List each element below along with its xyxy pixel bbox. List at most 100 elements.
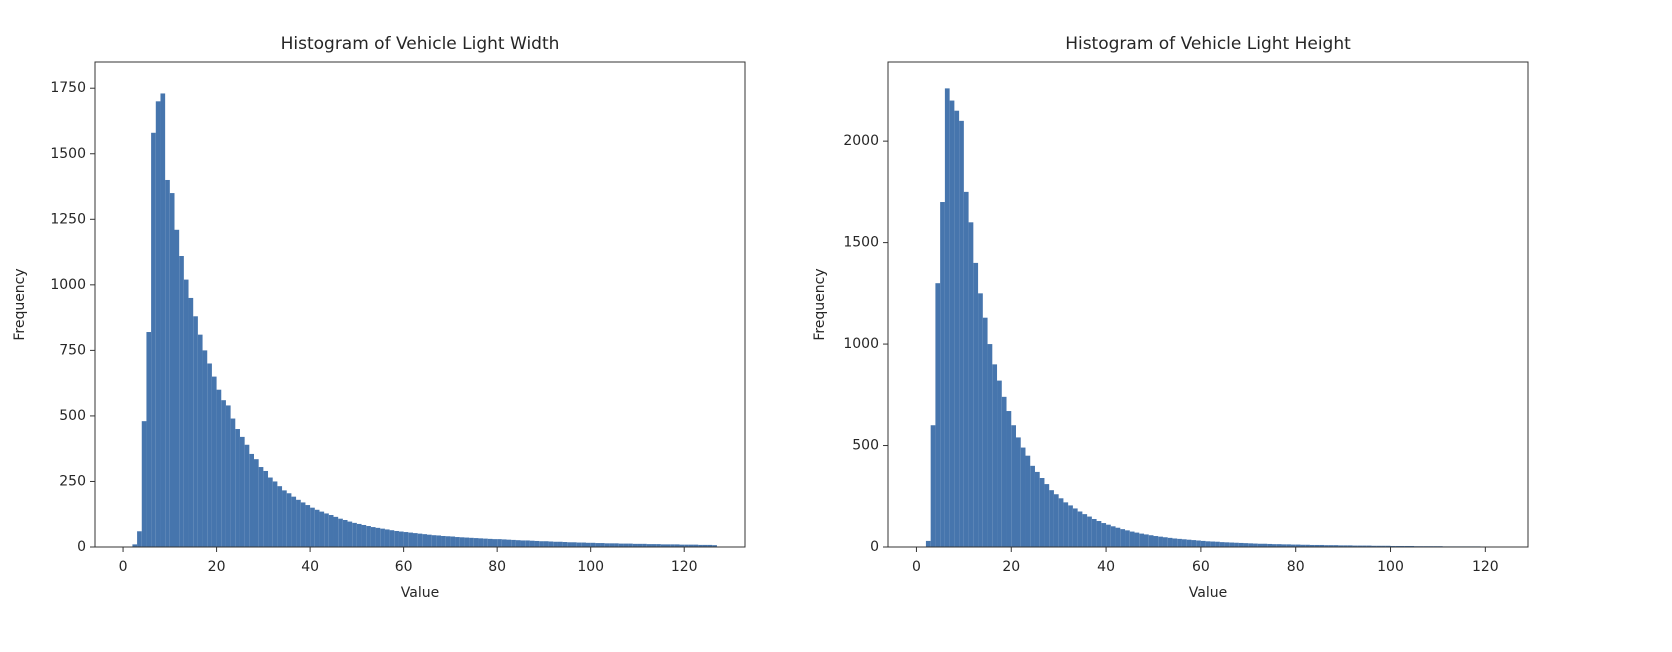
bar xyxy=(1338,545,1344,547)
bar xyxy=(1215,541,1220,547)
bar xyxy=(333,516,339,547)
bar xyxy=(637,543,643,547)
bar xyxy=(272,481,278,547)
bar xyxy=(487,538,493,547)
bar xyxy=(1376,545,1382,547)
bar xyxy=(628,543,633,547)
bar xyxy=(1385,545,1391,547)
bar xyxy=(1381,545,1386,547)
bar xyxy=(973,262,979,547)
bar xyxy=(319,511,325,547)
bar xyxy=(258,467,264,547)
bar xyxy=(595,543,601,547)
bar xyxy=(1248,543,1254,547)
bar xyxy=(1011,425,1016,547)
bar xyxy=(310,507,315,547)
bar xyxy=(501,539,507,547)
bar xyxy=(188,297,194,547)
bar xyxy=(963,191,969,547)
y-tick-label: 1250 xyxy=(50,211,86,227)
bar xyxy=(1238,542,1244,547)
bar xyxy=(614,543,619,547)
bar xyxy=(165,179,170,548)
bar xyxy=(1049,490,1054,547)
bar xyxy=(1357,545,1363,547)
y-tick-label: 1750 xyxy=(50,80,86,96)
bar xyxy=(679,544,685,547)
bar xyxy=(412,533,418,547)
bar xyxy=(1328,545,1334,547)
bar xyxy=(263,470,269,547)
bar xyxy=(534,540,540,547)
bar xyxy=(356,523,362,547)
bar xyxy=(282,490,287,547)
bar xyxy=(1034,471,1040,547)
bar xyxy=(707,544,713,547)
bar xyxy=(1352,545,1358,547)
bar xyxy=(623,543,629,547)
x-tick-label: 120 xyxy=(671,559,698,575)
y-axis-label: Frequency xyxy=(812,268,828,340)
bar xyxy=(459,537,465,547)
bar xyxy=(366,526,371,547)
bar xyxy=(1125,530,1130,547)
bar xyxy=(571,542,577,547)
bar xyxy=(375,527,381,547)
bar xyxy=(1229,542,1235,547)
bar xyxy=(268,477,273,547)
bar xyxy=(221,400,226,547)
bar xyxy=(982,317,988,547)
bar xyxy=(1347,545,1353,547)
bar xyxy=(249,453,254,547)
bar xyxy=(935,283,941,547)
bar xyxy=(1219,542,1225,547)
x-tick-label: 100 xyxy=(577,559,604,575)
bar xyxy=(1044,484,1050,547)
bar xyxy=(291,496,297,547)
bar xyxy=(151,132,156,547)
bar xyxy=(506,539,512,547)
bar xyxy=(1267,543,1272,547)
bar xyxy=(1006,411,1012,547)
bar xyxy=(1148,535,1154,547)
bar xyxy=(441,535,446,547)
bar xyxy=(469,537,474,547)
bar xyxy=(1186,539,1192,547)
bar xyxy=(403,532,409,547)
bar xyxy=(211,376,217,547)
bar xyxy=(1319,544,1325,547)
bar xyxy=(1063,502,1069,547)
bar xyxy=(576,542,582,547)
bar xyxy=(954,110,960,547)
y-tick-label: 1500 xyxy=(50,146,86,162)
bar xyxy=(1162,537,1168,547)
bar xyxy=(529,540,535,547)
bar xyxy=(1300,544,1306,547)
bar xyxy=(688,544,694,547)
y-tick-label: 0 xyxy=(77,539,86,555)
bar xyxy=(656,544,661,547)
bar xyxy=(1400,545,1405,547)
bar xyxy=(478,538,484,547)
x-tick-label: 100 xyxy=(1377,559,1404,575)
bar xyxy=(1106,524,1111,547)
bar xyxy=(1110,526,1116,547)
bar xyxy=(132,544,138,547)
bar xyxy=(408,532,413,547)
bar xyxy=(618,543,624,547)
bar xyxy=(548,541,554,547)
x-axis-label: Value xyxy=(401,585,439,601)
x-tick-label: 20 xyxy=(1002,559,1020,575)
bar xyxy=(1001,396,1007,547)
bar xyxy=(930,425,936,547)
x-tick-label: 20 xyxy=(208,559,226,575)
bar xyxy=(436,535,442,547)
bar xyxy=(581,542,587,547)
x-tick-label: 80 xyxy=(488,559,506,575)
bar xyxy=(1181,539,1187,547)
bar xyxy=(1030,465,1035,547)
bar xyxy=(328,515,334,547)
bar xyxy=(1025,455,1031,547)
bar xyxy=(1286,544,1291,547)
bar xyxy=(347,521,353,547)
